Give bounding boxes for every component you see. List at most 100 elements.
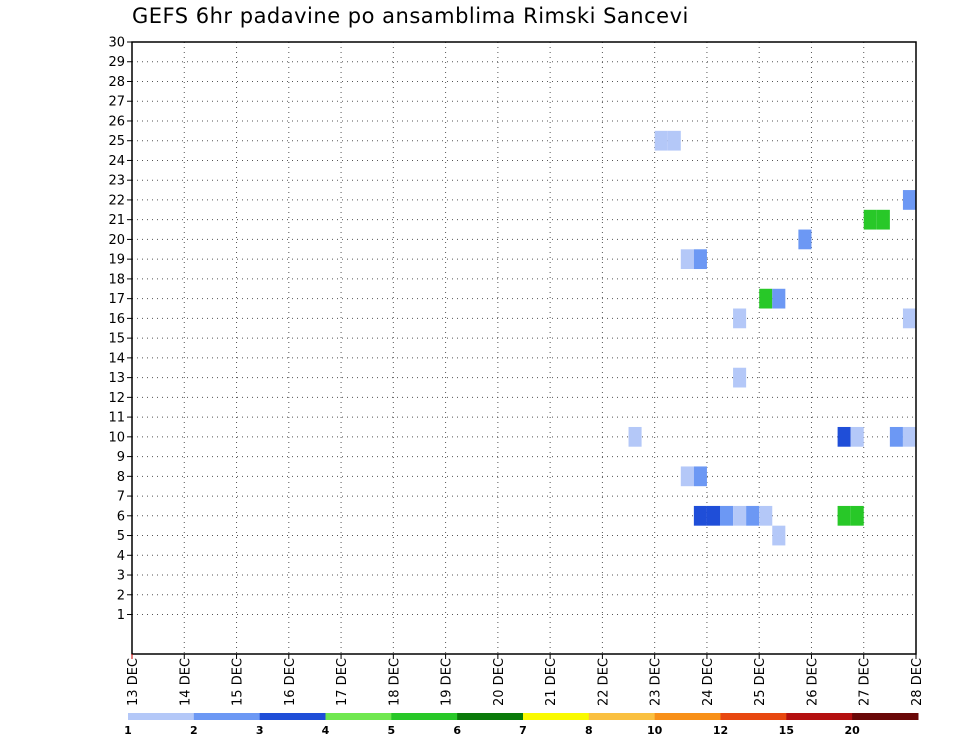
x-tick-label: 20 DEC: [492, 658, 507, 706]
heatmap-cell: [759, 288, 773, 309]
y-tick-label: 5: [117, 529, 125, 544]
heatmap-cell: [902, 308, 916, 329]
y-tick-label: 20: [108, 233, 125, 248]
y-tick-label: 14: [108, 351, 125, 366]
colorbar-label: 10: [647, 724, 663, 737]
y-tick-label: 4: [117, 549, 125, 564]
y-tick-label: 16: [108, 312, 125, 327]
y-tick-label: 3: [117, 569, 125, 584]
heatmap-cell: [680, 466, 694, 487]
colorbar-segment: [720, 713, 787, 720]
heatmap-cell: [772, 525, 786, 546]
heatmap-cell: [746, 505, 760, 526]
x-tick-label: 19 DEC: [440, 658, 455, 706]
x-tick-label: 21 DEC: [544, 658, 559, 706]
heatmap-cell: [667, 130, 681, 151]
y-tick-label: 2: [117, 588, 125, 603]
y-tick-label: 12: [108, 391, 125, 406]
colorbar-label: 5: [388, 724, 396, 737]
y-tick-label: 25: [108, 134, 125, 149]
colorbar-segment: [259, 713, 326, 720]
colorbar-segment: [523, 713, 590, 720]
y-tick-label: 18: [108, 272, 125, 287]
x-tick-label: 27 DEC: [858, 658, 873, 706]
y-tick-label: 15: [108, 332, 125, 347]
y-tick-label: 19: [108, 253, 125, 268]
colorbar-segment: [654, 713, 721, 720]
colorbar-label: 4: [322, 724, 330, 737]
colorbar-label: 20: [845, 724, 861, 737]
colorbar-label: 1: [124, 724, 132, 737]
colorbar-label: 7: [519, 724, 527, 737]
y-tick-label: 10: [108, 430, 125, 445]
y-tick-label: 23: [108, 174, 125, 189]
plot-frame: [131, 41, 917, 655]
y-tick-label: 24: [108, 154, 125, 169]
y-tick-label: 8: [117, 470, 125, 485]
heatmap-cell: [733, 505, 747, 526]
heatmap-cell: [798, 229, 812, 250]
colorbar-segment: [325, 713, 392, 720]
heatmap-cell: [693, 505, 707, 526]
colorbar-segment: [786, 713, 853, 720]
x-tick-label: 22 DEC: [596, 658, 611, 706]
heatmap-cell: [759, 505, 773, 526]
y-tick-label: 21: [108, 213, 125, 228]
heatmap-cell: [889, 426, 903, 447]
colorbar-label: 8: [585, 724, 593, 737]
heatmap-cell: [876, 209, 890, 230]
x-tick-label: 16 DEC: [283, 658, 298, 706]
y-tick-label: 11: [108, 411, 125, 426]
y-tick-label: 9: [117, 450, 125, 465]
colorbar-segment: [588, 713, 656, 720]
y-tick-label: 27: [108, 95, 125, 110]
colorbar-segment: [193, 713, 261, 720]
x-tick-label: 13 DEC: [126, 658, 141, 706]
y-tick-label: 29: [108, 55, 125, 70]
y-tick-label: 7: [117, 490, 125, 505]
heatmap-cell: [693, 466, 707, 487]
colorbar-label: 6: [453, 724, 461, 737]
x-tick-label: 17 DEC: [335, 658, 350, 706]
colorbar-label: 3: [256, 724, 264, 737]
colorbar-label: 2: [190, 724, 198, 737]
heatmap-cell: [693, 249, 707, 270]
chart-title: GEFS 6hr padavine po ansamblima Rimski S…: [132, 4, 689, 28]
colorbar-label: 12: [713, 724, 728, 737]
heatmap-cell: [837, 505, 851, 526]
colorbar-segment: [128, 713, 195, 720]
heatmap-cell: [863, 209, 877, 230]
x-tick-label: 24 DEC: [701, 658, 716, 706]
y-tick-label: 13: [108, 371, 125, 386]
heatmap-cell: [680, 249, 694, 270]
heatmap-cell: [733, 367, 747, 388]
x-tick-label: 15 DEC: [231, 658, 246, 706]
x-tick-label: 18 DEC: [387, 658, 402, 706]
y-tick-label: 30: [108, 36, 125, 51]
heatmap-cell: [706, 505, 720, 526]
y-tick-label: 28: [108, 75, 125, 90]
x-tick-label: 25 DEC: [753, 658, 768, 706]
y-tick-label: 17: [108, 292, 125, 307]
heatmap-cell: [654, 130, 668, 151]
y-tick-label: 22: [108, 193, 125, 208]
heatmap-cell: [628, 426, 642, 447]
colorbar-segment: [391, 713, 458, 720]
colorbar-label: 15: [779, 724, 794, 737]
x-tick-label: 23 DEC: [649, 658, 664, 706]
y-tick-label: 1: [117, 608, 125, 623]
heatmap-cell: [902, 190, 916, 210]
heatmap-cell: [837, 426, 851, 447]
heatmap-cell: [733, 308, 747, 329]
x-tick-label: 28 DEC: [910, 658, 925, 706]
heatmap-cell: [850, 426, 864, 447]
colorbar-segment: [852, 713, 919, 720]
heatmap-cell: [850, 505, 864, 526]
y-tick-label: 6: [117, 509, 125, 524]
x-tick-label: 14 DEC: [178, 658, 193, 706]
colorbar-segment: [457, 713, 524, 720]
y-tick-label: 26: [108, 114, 125, 129]
x-tick-label: 26 DEC: [805, 658, 820, 706]
heatmap-cell: [720, 505, 734, 526]
